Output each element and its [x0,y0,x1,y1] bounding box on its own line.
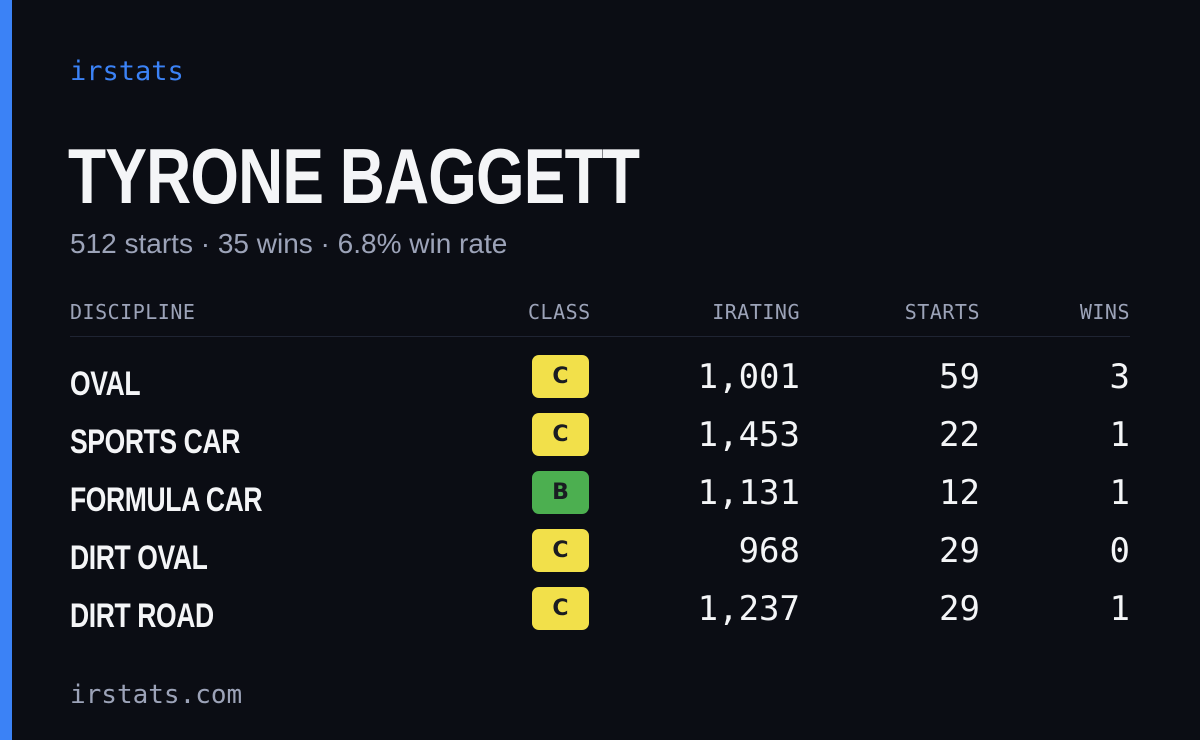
brand-logo-text: irstats [70,56,184,87]
wins-value: 1 [1109,415,1130,455]
irating-value: 1,001 [697,357,800,397]
header-class: CLASS [528,300,591,324]
header-discipline: DISCIPLINE [70,300,196,324]
header-wins: WINS [1079,300,1130,324]
wins-value: 3 [1109,357,1130,397]
irating-value: 1,131 [697,473,800,513]
class-badge: C [532,355,589,398]
discipline-name: SPORTS CAR [70,423,240,461]
starts-value: 29 [939,531,980,571]
table-body: OVAL C 1,001 59 3 SPORTS CAR C 1,453 22 … [70,337,1130,643]
table-header: DISCIPLINE CLASS IRATING STARTS WINS [70,296,1130,337]
wins-value: 0 [1109,531,1130,571]
discipline-name: FORMULA CAR [70,481,263,519]
wins-value: 1 [1109,589,1130,629]
class-badge: C [532,529,589,572]
irating-value: 1,453 [697,415,800,455]
discipline-name: OVAL [70,365,141,403]
irating-value: 968 [738,531,800,571]
driver-summary: 512 starts · 35 wins · 6.8% win rate [70,228,508,259]
discipline-table: DISCIPLINE CLASS IRATING STARTS WINS OVA… [70,296,1130,643]
header-irating: IRATING [712,300,800,324]
table-row: FORMULA CAR B 1,131 12 1 [70,469,1130,527]
starts-value: 22 [939,415,980,455]
table-row: SPORTS CAR C 1,453 22 1 [70,411,1130,469]
discipline-name: DIRT OVAL [70,539,208,577]
class-badge: C [532,587,589,630]
accent-bar [0,0,12,740]
table-row: DIRT ROAD C 1,237 29 1 [70,585,1130,643]
footer-url: irstats.com [70,680,243,710]
starts-value: 59 [939,357,980,397]
starts-value: 12 [939,473,980,513]
wins-value: 1 [1109,473,1130,513]
header-starts: STARTS [904,300,980,324]
class-badge: C [532,413,589,456]
starts-value: 29 [939,589,980,629]
class-badge: B [532,471,589,514]
table-row: DIRT OVAL C 968 29 0 [70,527,1130,585]
driver-name: TYRONE BAGGETT [68,132,640,220]
irating-value: 1,237 [697,589,800,629]
table-row: OVAL C 1,001 59 3 [70,353,1130,411]
discipline-name: DIRT ROAD [70,597,214,635]
